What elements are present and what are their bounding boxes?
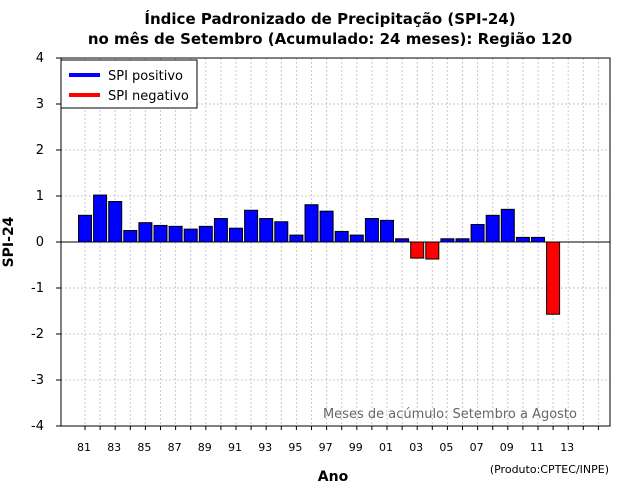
bar-2011 bbox=[531, 236, 545, 243]
bar-2009 bbox=[500, 208, 515, 243]
bar-2004 bbox=[425, 241, 440, 260]
bar-1990 bbox=[213, 218, 228, 243]
legend: SPI positivo SPI negativo bbox=[60, 59, 198, 109]
bar-1995 bbox=[289, 234, 304, 243]
legend-label-positive: SPI positivo bbox=[108, 69, 183, 84]
bar-1981 bbox=[78, 214, 92, 243]
bar-1998 bbox=[334, 230, 349, 243]
bar-1986 bbox=[153, 224, 168, 243]
y-tick-label: 1 bbox=[36, 189, 44, 204]
y-tick-label: 4 bbox=[36, 51, 44, 66]
x-tick-label: 87 bbox=[168, 441, 182, 454]
x-tick-label: 05 bbox=[439, 441, 453, 454]
x-tick-label: 89 bbox=[198, 441, 212, 454]
x-axis-label: Ano bbox=[318, 469, 349, 485]
bar-1987 bbox=[168, 225, 183, 243]
bar-2012 bbox=[546, 241, 561, 315]
y-tick-label: 3 bbox=[36, 97, 44, 112]
x-tick-label: 85 bbox=[137, 441, 151, 454]
x-axis-ticks: 81 83 85 87 89 91 93 95 97 99 01 03 05 07 09 11 13 bbox=[77, 426, 599, 454]
x-tick-label: 01 bbox=[379, 441, 393, 454]
x-tick-label: 09 bbox=[500, 441, 514, 454]
bar-1985 bbox=[138, 222, 153, 243]
chart-title-line1: Índice Padronizado de Precipitação (SPI-… bbox=[144, 9, 515, 28]
legend-box bbox=[60, 59, 198, 109]
y-tick-label: -1 bbox=[31, 281, 44, 296]
bar-1982 bbox=[93, 194, 108, 243]
bar-1984 bbox=[123, 230, 138, 243]
x-tick-label: 99 bbox=[349, 441, 363, 454]
y-tick-label: 2 bbox=[36, 143, 44, 158]
bar-1993 bbox=[259, 218, 274, 243]
bar-1992 bbox=[244, 209, 259, 243]
bar-2003 bbox=[410, 241, 425, 259]
bar-2010 bbox=[515, 236, 530, 243]
x-tick-label: 95 bbox=[288, 441, 302, 454]
y-tick-label: 0 bbox=[36, 235, 44, 250]
y-tick-label: -3 bbox=[31, 373, 44, 388]
product-credit: (Produto:CPTEC/INPE) bbox=[490, 463, 609, 476]
bar-1989 bbox=[198, 225, 213, 243]
bar-1996 bbox=[304, 204, 319, 243]
bar-1999 bbox=[349, 234, 364, 243]
legend-label-negative: SPI negativo bbox=[108, 89, 189, 104]
x-tick-label: 83 bbox=[107, 441, 121, 454]
x-tick-label: 97 bbox=[319, 441, 333, 454]
bar-2008 bbox=[485, 214, 500, 243]
bar-1991 bbox=[229, 227, 243, 243]
x-tick-label: 13 bbox=[560, 441, 574, 454]
y-tick-label: -4 bbox=[31, 419, 44, 434]
bar-1988 bbox=[183, 228, 198, 243]
bar-2000 bbox=[364, 218, 379, 243]
y-axis-label: SPI-24 bbox=[1, 216, 17, 267]
bars bbox=[78, 194, 561, 315]
bar-1983 bbox=[108, 201, 123, 243]
x-tick-label: 91 bbox=[228, 441, 242, 454]
bar-2007 bbox=[470, 224, 485, 243]
y-tick-label: -2 bbox=[31, 327, 44, 342]
bar-2001 bbox=[380, 219, 394, 243]
x-tick-label: 11 bbox=[530, 441, 544, 454]
x-tick-label: 07 bbox=[470, 441, 484, 454]
x-tick-label: 81 bbox=[77, 441, 91, 454]
y-axis-ticks: 4 3 2 1 0 -1 -2 -3 -4 bbox=[31, 51, 61, 434]
x-tick-label: 03 bbox=[409, 441, 423, 454]
x-tick-label: 93 bbox=[258, 441, 272, 454]
chart-title-line2: no mês de Setembro (Acumulado: 24 meses)… bbox=[88, 30, 572, 48]
accumulation-note: Meses de acúmulo: Setembro a Agosto bbox=[323, 407, 577, 422]
bar-1997 bbox=[319, 210, 334, 243]
bar-1994 bbox=[274, 221, 289, 243]
